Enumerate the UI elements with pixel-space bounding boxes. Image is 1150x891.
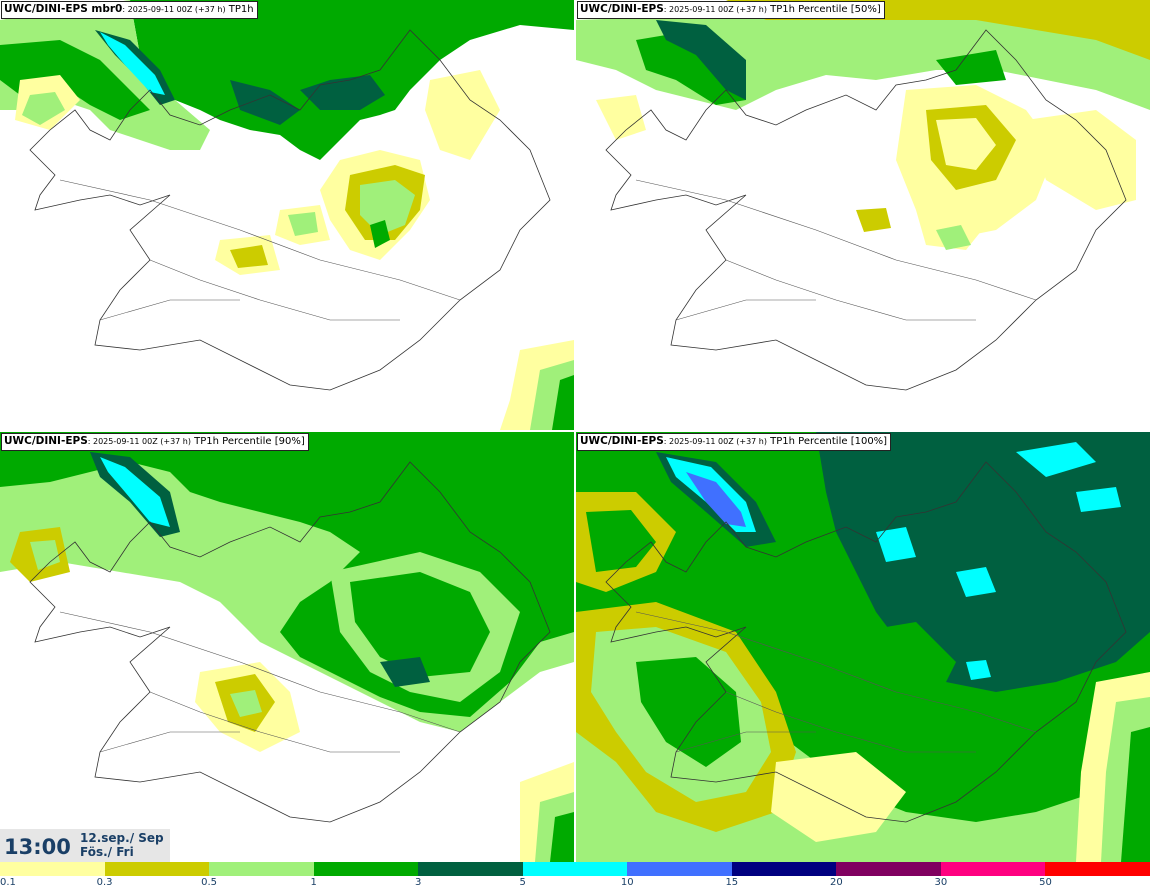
colorbar-tick-label: 3	[414, 877, 422, 888]
parameter-name: TP1h Percentile [100%]	[766, 436, 888, 447]
model-name: UWC/DINI-EPS	[4, 3, 88, 15]
model-name: UWC/DINI-EPS	[4, 435, 88, 447]
valid-date-line2: Fös./ Fri	[80, 845, 134, 859]
colorbar-tick-label: 30	[934, 877, 948, 888]
precipitation-map	[0, 432, 574, 862]
colorbar-tick-label: 1	[310, 877, 317, 888]
colorbar-segment	[418, 862, 523, 876]
map-panel-p100: UWC/DINI-EPS: 2025-09-11 00Z (+37 h) TP1…	[576, 432, 1150, 862]
colorbar-tick-label: 20	[829, 877, 843, 888]
panel-title: UWC/DINI-EPS: 2025-09-11 00Z (+37 h) TP1…	[577, 1, 885, 19]
colorbar-tick-label: 50	[1039, 877, 1052, 888]
colorbar-segment	[731, 862, 837, 876]
panel-title: UWC/DINI-EPS: 2025-09-11 00Z (+37 h) TP1…	[1, 433, 309, 451]
member-name: mbr0	[87, 3, 123, 15]
colorbar-segment	[313, 862, 419, 876]
colorbar-segment	[104, 862, 210, 876]
run-time: : 2025-09-11 00Z (+37 h)	[122, 5, 226, 14]
valid-time: 13:00	[4, 835, 71, 859]
run-time: : 2025-09-11 00Z (+37 h)	[87, 437, 191, 446]
valid-time-box: 13:00 12.sep./ Sep Fös./ Fri	[0, 829, 170, 862]
parameter-name: TP1h Percentile [50%]	[766, 4, 881, 15]
colorbar-segment	[522, 862, 628, 876]
map-panel-p90: UWC/DINI-EPS: 2025-09-11 00Z (+37 h) TP1…	[0, 432, 574, 862]
colorbar-segment	[940, 862, 1046, 876]
run-time: : 2025-09-11 00Z (+37 h)	[663, 5, 767, 14]
panel-divider-horizontal	[0, 430, 1150, 432]
panel-title: UWC/DINI-EPS: 2025-09-11 00Z (+37 h) TP1…	[577, 433, 892, 451]
colorbar-segment	[0, 862, 105, 876]
valid-date-line1: 12.sep./ Sep	[80, 831, 164, 845]
precipitation-map	[0, 0, 574, 430]
precipitation-map	[576, 0, 1150, 391]
panel-title: UWC/DINI-EPS mbr0: 2025-09-11 00Z (+37 h…	[1, 1, 258, 19]
valid-date: 12.sep./ Sep Fös./ Fri	[80, 831, 164, 859]
colorbar-segment	[209, 862, 314, 876]
colorbar-tick-label: 10	[620, 877, 634, 888]
precipitation-colorbar	[0, 862, 1150, 876]
model-name: UWC/DINI-EPS	[580, 3, 664, 15]
colorbar-segment	[627, 862, 732, 876]
parameter-name: TP1h Percentile [90%]	[190, 436, 305, 447]
colorbar-tick-label: 0.1	[0, 877, 16, 888]
precipitation-map	[576, 432, 1150, 862]
colorbar-tick-label: 15	[725, 877, 739, 888]
colorbar-tick-label: 0.3	[96, 877, 113, 888]
model-name: UWC/DINI-EPS	[580, 435, 664, 447]
colorbar-ticks: 0.1 0.3 0.5 1 3 5 10 15 20 30 50	[0, 877, 1150, 891]
colorbar-tick-label: 5	[519, 877, 526, 888]
map-panel-p50: UWC/DINI-EPS: 2025-09-11 00Z (+37 h) TP1…	[576, 0, 1150, 430]
colorbar-segment	[1045, 862, 1150, 876]
run-time: : 2025-09-11 00Z (+37 h)	[663, 437, 767, 446]
map-panel-mbr0: UWC/DINI-EPS mbr0: 2025-09-11 00Z (+37 h…	[0, 0, 574, 430]
colorbar-segment	[836, 862, 941, 876]
parameter-name: TP1h	[225, 4, 254, 15]
colorbar-tick-label: 0.5	[201, 877, 218, 888]
